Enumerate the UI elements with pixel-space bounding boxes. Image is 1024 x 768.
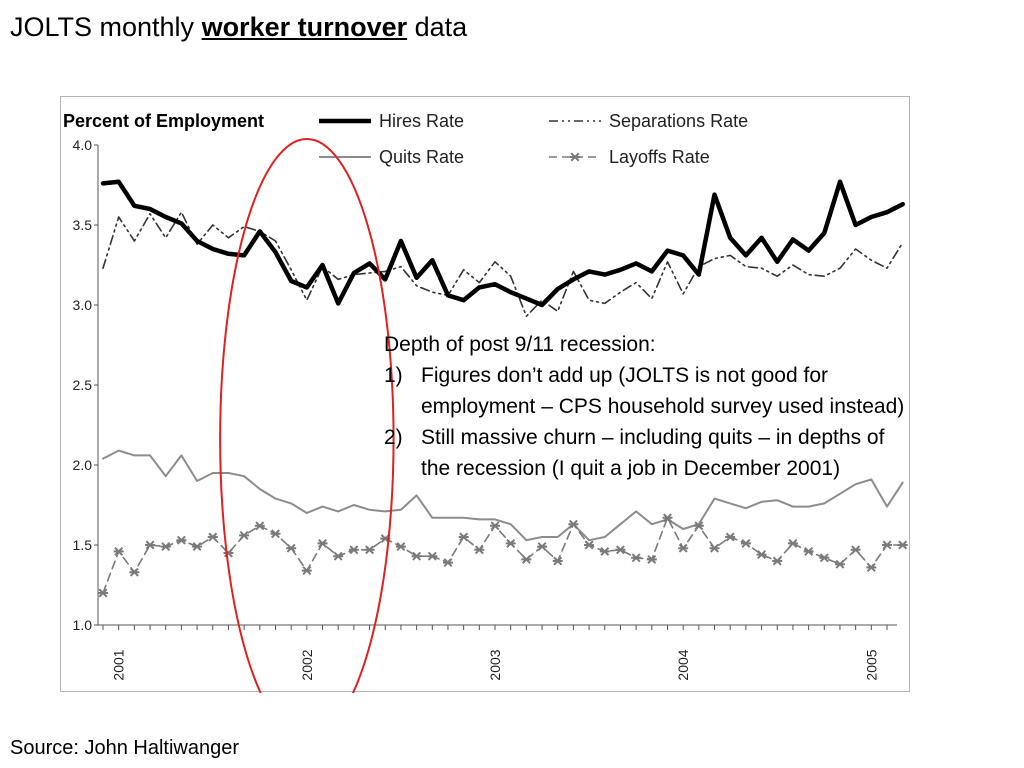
- annotation-item: 2) Still massive churn – including quits…: [384, 422, 904, 484]
- layoffs-point: [129, 567, 140, 577]
- layoffs-point: [270, 529, 281, 539]
- legend-marker: [570, 152, 580, 162]
- x-tick-label: 2005: [863, 649, 879, 680]
- x-tick-label: 2004: [675, 649, 691, 680]
- layoffs-point: [348, 545, 359, 555]
- annotation-list: 1) Figures don’t add up (JOLTS is not go…: [384, 360, 904, 484]
- y-tick-label: 2.0: [73, 457, 93, 473]
- title-emphasis: worker turnover: [201, 12, 408, 42]
- series-line-layoffs-rate: [102, 516, 904, 594]
- layoffs-point: [145, 540, 156, 550]
- layoffs-point: [850, 545, 861, 555]
- layoffs-point: [176, 535, 187, 545]
- layoffs-point: [113, 546, 124, 556]
- annotation-item-number: 2): [384, 426, 403, 449]
- x-tick-label: 2001: [111, 649, 127, 680]
- layoffs-point: [333, 551, 344, 561]
- layoffs-point: [160, 542, 171, 552]
- recession-annotation: Depth of post 9/11 recession: 1) Figures…: [384, 329, 904, 484]
- layoffs-point: [223, 548, 234, 558]
- layoffs-point: [897, 540, 908, 550]
- legend-label: Quits Rate: [379, 147, 464, 167]
- y-tick-label: 3.5: [73, 217, 93, 233]
- layoffs-point: [474, 545, 485, 555]
- annotation-item-line: employment – CPS household survey used i…: [421, 395, 905, 418]
- chart-frame: 1.0 1.5 2.0 2.5 3.0 3.5 4.0 2001 2002 2003 2004 200…: [60, 96, 910, 693]
- layoffs-point: [192, 542, 203, 552]
- layoffs-point: [646, 554, 657, 564]
- annotation-item-number: 1): [384, 364, 403, 387]
- series-line-quits-rate: [102, 449, 904, 542]
- layoffs-point: [882, 540, 892, 550]
- y-tick-label: 1.5: [73, 537, 93, 553]
- layoffs-point: [427, 551, 438, 561]
- annotation-item-line: Figures don’t add up (JOLTS is not good …: [421, 364, 828, 387]
- layoffs-point: [521, 554, 532, 564]
- layoffs-point: [239, 530, 250, 540]
- layoffs-point: [98, 588, 108, 598]
- y-tick-label: 3.0: [73, 297, 93, 313]
- layoffs-point: [254, 521, 265, 531]
- layoffs-point: [584, 540, 595, 550]
- layoffs-point: [819, 553, 830, 563]
- layoffs-point: [301, 566, 312, 576]
- y-tick-label: 4.0: [73, 137, 93, 153]
- annotation-item-line: Still massive churn – including quits – …: [421, 426, 885, 449]
- layoffs-point: [364, 545, 375, 555]
- layoffs-point: [599, 546, 610, 556]
- recession-highlight-ellipse: [219, 138, 395, 693]
- layoffs-point: [834, 559, 845, 569]
- layoffs-point: [411, 551, 422, 561]
- legend-label: Separations Rate: [609, 111, 748, 131]
- source-note: Source: John Haltiwanger: [10, 737, 240, 759]
- layoffs-point: [442, 558, 453, 568]
- slide-title: JOLTS monthly worker turnover data: [10, 10, 467, 44]
- legend-label: Layoffs Rate: [609, 147, 710, 167]
- x-tick-label: 2002: [299, 649, 315, 680]
- layoffs-point: [537, 542, 548, 552]
- layoffs-point: [662, 513, 673, 523]
- x-tick-label: 2003: [487, 649, 503, 680]
- layoffs-point: [693, 521, 704, 531]
- layoffs-point: [552, 556, 563, 566]
- layoffs-point: [787, 538, 798, 548]
- layoffs-point: [568, 519, 579, 529]
- title-prefix: JOLTS monthly: [10, 12, 202, 42]
- annotation-item: 1) Figures don’t add up (JOLTS is not go…: [384, 360, 904, 422]
- annotation-heading: Depth of post 9/11 recession:: [384, 333, 656, 356]
- series-line-separations-rate: [102, 211, 904, 317]
- y-tick-label: 2.5: [73, 377, 93, 393]
- layoffs-point: [756, 550, 767, 560]
- series-line-hires-rate: [100, 179, 905, 308]
- layoffs-point: [207, 532, 218, 542]
- title-suffix: data: [407, 12, 468, 42]
- y-axis-label: Percent of Employment: [63, 111, 264, 131]
- layoffs-point: [866, 562, 877, 572]
- annotation-item-line: the recession (I quit a job in December …: [421, 457, 841, 480]
- layoffs-point: [631, 553, 642, 563]
- layoffs-point: [458, 532, 469, 542]
- line-chart: 1.0 1.5 2.0 2.5 3.0 3.5 4.0 2001 2002 2003 2004 200…: [63, 111, 908, 693]
- layoffs-point: [317, 538, 328, 548]
- legend-label: Hires Rate: [379, 111, 464, 131]
- layoffs-point: [725, 532, 736, 542]
- layoffs-point: [615, 545, 626, 555]
- layoffs-point: [490, 521, 500, 531]
- layoffs-point: [709, 543, 720, 553]
- layoffs-point: [772, 556, 783, 566]
- layoffs-point: [803, 546, 814, 556]
- layoffs-point: [505, 538, 516, 548]
- y-tick-label: 1.0: [73, 617, 93, 633]
- layoffs-point: [395, 542, 406, 552]
- layoffs-point: [740, 538, 751, 548]
- layoffs-point: [678, 543, 689, 553]
- layoffs-point: [286, 543, 297, 553]
